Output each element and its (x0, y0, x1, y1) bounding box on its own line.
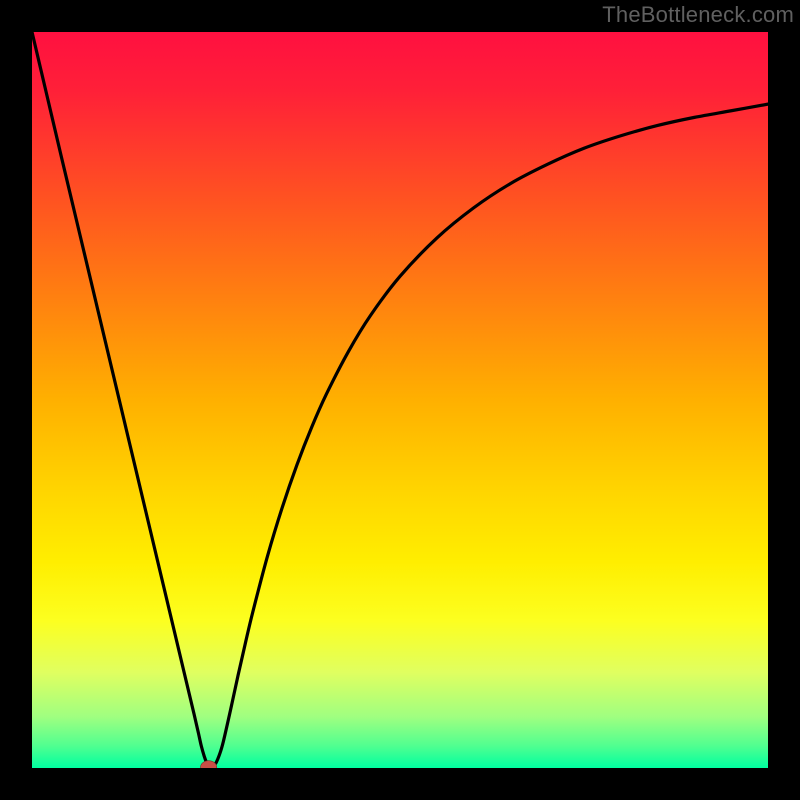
watermark-text: TheBottleneck.com (602, 2, 794, 28)
chart-frame: TheBottleneck.com (0, 0, 800, 800)
plot-area (32, 32, 768, 768)
minimum-marker (201, 761, 217, 768)
curve-layer (32, 32, 768, 768)
bottleneck-curve (32, 32, 768, 767)
